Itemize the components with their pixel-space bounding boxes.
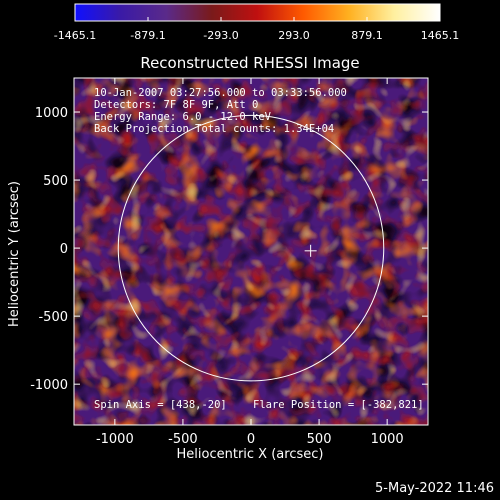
colorbar-tick-label: 879.1 <box>351 29 383 42</box>
x-axis: -1000 -500 0 500 1000 <box>96 78 404 447</box>
colorbar-gradient <box>74 3 441 22</box>
y-tick-label: -1000 <box>30 378 68 393</box>
annotation-energy: Energy Range: 6.0 - 12.0 keV <box>94 111 272 123</box>
y-axis: -1000 -500 0 500 1000 <box>30 106 428 393</box>
annotation-spin-axis: Spin Axis = [438,-20] <box>94 399 227 411</box>
y-tick-label: 1000 <box>35 106 68 121</box>
colorbar-tick-label: -293.0 <box>203 29 238 42</box>
x-axis-label: Heliocentric X (arcsec) <box>177 447 324 462</box>
colorbar-ticks: -1465.1 -879.1 -293.0 293.0 879.1 1465.1 <box>54 17 459 42</box>
y-tick-label: 500 <box>43 174 68 189</box>
heatmap-layer-yellow <box>74 78 428 425</box>
x-tick-label: 1000 <box>371 432 404 447</box>
y-tick-label: -500 <box>38 310 68 325</box>
x-tick-label: -500 <box>168 432 198 447</box>
annotations: 10-Jan-2007 03:27:56.000 to 03:33:56.000… <box>94 87 424 411</box>
chart-title: Reconstructed RHESSI Image <box>140 54 359 72</box>
date-stamp: 5-May-2022 11:46 <box>375 481 494 496</box>
annotation-method: Back Projection Total counts: 1.34E+04 <box>94 123 334 135</box>
x-tick-label: 0 <box>247 432 255 447</box>
heatmap-image <box>74 78 428 425</box>
colorbar: -1465.1 -879.1 -293.0 293.0 879.1 1465.1 <box>54 3 459 42</box>
x-tick-label: 500 <box>307 432 332 447</box>
x-tick-label: -1000 <box>96 432 134 447</box>
flare-marker-cross <box>304 244 317 257</box>
solar-limb-circle <box>117 114 385 382</box>
colorbar-tick-label: 1465.1 <box>421 29 460 42</box>
y-axis-label: Heliocentric Y (arcsec) <box>7 181 22 327</box>
colorbar-tick-label: 293.0 <box>278 29 310 42</box>
annotation-detectors: Detectors: 7F 8F 9F, Att 0 <box>94 99 258 111</box>
y-tick-label: 0 <box>60 242 68 257</box>
colorbar-tick-label: -1465.1 <box>54 29 96 42</box>
annotation-time-range: 10-Jan-2007 03:27:56.000 to 03:33:56.000 <box>94 87 347 99</box>
annotation-flare-position: Flare Position = [-382,821] <box>253 399 424 411</box>
colorbar-tick-label: -879.1 <box>130 29 165 42</box>
